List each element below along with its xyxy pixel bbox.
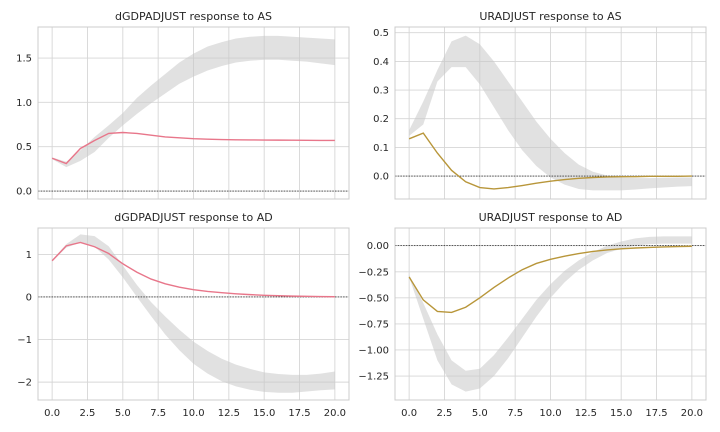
panel-title: URADJUST response to AS bbox=[479, 10, 621, 23]
axes-frame bbox=[37, 26, 350, 200]
y-tick-label: 0.5 bbox=[16, 142, 32, 153]
x-tick-label: 10.0 bbox=[182, 408, 204, 419]
response-line bbox=[51, 241, 335, 298]
y-tick-label: −2 bbox=[17, 378, 32, 389]
confidence-band bbox=[52, 234, 335, 393]
y-tick-label: −1.25 bbox=[358, 372, 389, 383]
x-tick-label: 5.0 bbox=[115, 408, 131, 419]
plot-area bbox=[38, 35, 349, 192]
response-line bbox=[51, 131, 335, 165]
x-tick-label: 20.0 bbox=[681, 408, 703, 419]
response-line bbox=[408, 245, 692, 314]
y-tick-label: 0.5 bbox=[373, 28, 389, 39]
y-tick-label: 0.2 bbox=[373, 114, 389, 125]
y-tick-label: −0.25 bbox=[358, 267, 389, 278]
confidence-band bbox=[409, 35, 692, 191]
y-tick-label: −0.75 bbox=[358, 319, 389, 330]
x-tick-label: 17.5 bbox=[645, 408, 667, 419]
y-tick-label: −1 bbox=[17, 335, 32, 346]
y-tick-label: 0 bbox=[26, 292, 32, 303]
plot-area bbox=[38, 234, 349, 393]
axes-frame bbox=[394, 227, 707, 401]
y-tick-label: −1.00 bbox=[358, 345, 389, 356]
x-tick-label: 0.0 bbox=[401, 408, 417, 419]
plot-area bbox=[395, 236, 706, 392]
y-tick-label: 0.3 bbox=[373, 86, 389, 97]
x-tick-label: 17.5 bbox=[288, 408, 310, 419]
plot-area bbox=[395, 35, 706, 191]
panel-ur-response-to-ad: URADJUST response to AD −1.25 −1.00 −0.75 −… bbox=[358, 211, 707, 419]
x-tick-label: 2.5 bbox=[80, 408, 96, 419]
panel-title: dGDPADJUST response to AS bbox=[115, 10, 272, 23]
confidence-band bbox=[52, 35, 335, 168]
x-tick-label: 12.5 bbox=[218, 408, 240, 419]
y-tick-label: 0.4 bbox=[373, 57, 389, 68]
axes-frame bbox=[37, 227, 350, 401]
x-tick-label: 15.0 bbox=[253, 408, 275, 419]
panel-gdp-response-to-as: dGDPADJUST response to AS 0.0 0.5 1.0 1.5 bbox=[16, 10, 350, 200]
y-tick-label: 0.1 bbox=[373, 143, 389, 154]
x-tick-label: 10.0 bbox=[539, 408, 561, 419]
y-tick-label: 1.0 bbox=[16, 98, 32, 109]
panel-ur-response-to-as: URADJUST response to AS 0.0 0.1 0.2 0.3 0.4 0… bbox=[373, 10, 707, 200]
x-tick-label: 20.0 bbox=[324, 408, 346, 419]
panel-title: URADJUST response to AD bbox=[479, 211, 623, 224]
y-tick-label: 0.0 bbox=[373, 172, 389, 183]
axes-frame bbox=[394, 26, 707, 200]
x-tick-label: 7.5 bbox=[150, 408, 166, 419]
x-tick-label: 12.5 bbox=[575, 408, 597, 419]
panel-title: dGDPADJUST response to AD bbox=[114, 211, 272, 224]
y-tick-label: 0.00 bbox=[367, 241, 389, 252]
x-tick-label: 0.0 bbox=[44, 408, 60, 419]
y-tick-label: 0.0 bbox=[16, 187, 32, 198]
response-line bbox=[408, 132, 692, 190]
x-tick-label: 15.0 bbox=[610, 408, 632, 419]
y-tick-label: 1.5 bbox=[16, 54, 32, 65]
y-tick-label: −0.50 bbox=[358, 293, 389, 304]
y-tick-label: 1 bbox=[26, 250, 32, 261]
x-tick-label: 2.5 bbox=[437, 408, 453, 419]
x-tick-label: 5.0 bbox=[472, 408, 488, 419]
x-tick-label: 7.5 bbox=[507, 408, 523, 419]
